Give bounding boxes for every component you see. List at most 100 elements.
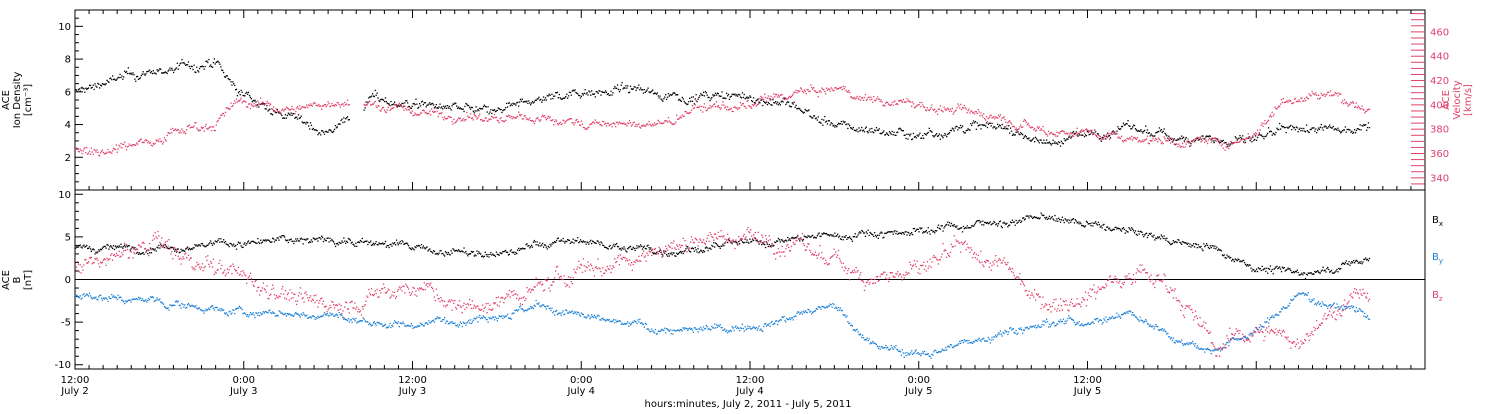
velocity-series-point bbox=[523, 118, 524, 119]
density-series-point bbox=[530, 104, 531, 105]
density-series-point bbox=[929, 128, 930, 129]
velocity-series-point bbox=[710, 107, 711, 108]
velocity-series-point bbox=[1184, 141, 1185, 142]
bx-series-point bbox=[376, 241, 377, 242]
bx-series-point bbox=[1046, 217, 1047, 218]
density-series-point bbox=[509, 102, 510, 103]
velocity-series-point bbox=[986, 116, 987, 117]
by-series-point bbox=[672, 333, 673, 334]
density-series-point bbox=[510, 105, 511, 106]
velocity-series-point bbox=[215, 130, 216, 131]
velocity-series-point bbox=[77, 148, 78, 149]
density-series-point bbox=[744, 94, 745, 95]
velocity-series-point bbox=[172, 128, 173, 129]
velocity-series-point bbox=[813, 87, 814, 88]
density-series-point bbox=[298, 114, 299, 115]
by-series-point bbox=[300, 317, 301, 318]
velocity-series-point bbox=[1051, 132, 1052, 133]
velocity-series-point bbox=[437, 111, 438, 112]
density-series-point bbox=[915, 136, 916, 137]
bx-series-point bbox=[1064, 222, 1065, 223]
density-series-point bbox=[1035, 137, 1036, 138]
density-series-point bbox=[716, 94, 717, 95]
density-series-point bbox=[885, 134, 886, 135]
density-series-point bbox=[689, 98, 690, 99]
velocity-series-point bbox=[1271, 116, 1272, 117]
velocity-series-point bbox=[678, 119, 679, 120]
density-series-point bbox=[1041, 140, 1042, 141]
bx-series-point bbox=[685, 248, 686, 249]
bx-series-point bbox=[644, 246, 645, 247]
bx-series-point bbox=[591, 243, 592, 244]
density-series-point bbox=[1274, 134, 1275, 135]
density-series-point bbox=[626, 87, 627, 88]
density-series-point bbox=[236, 89, 237, 90]
bx-series-point bbox=[280, 237, 281, 238]
density-series-point bbox=[188, 61, 189, 62]
by-series-point bbox=[597, 316, 598, 317]
velocity-series-point bbox=[555, 119, 556, 120]
velocity-series-point bbox=[537, 117, 538, 118]
density-series-point bbox=[916, 137, 917, 138]
density-series-point bbox=[932, 135, 933, 136]
velocity-series-point bbox=[83, 148, 84, 149]
density-series-point bbox=[992, 127, 993, 128]
bx-series-point bbox=[611, 247, 612, 248]
bx-series-point bbox=[1337, 271, 1338, 272]
bx-series-point bbox=[938, 225, 939, 226]
bottom-left-tick-label: 10 bbox=[58, 190, 71, 201]
by-series-point bbox=[112, 297, 113, 298]
velocity-series-point bbox=[349, 104, 350, 105]
velocity-series-point bbox=[275, 111, 276, 112]
density-series-point bbox=[876, 127, 877, 128]
bx-series-point bbox=[753, 240, 754, 241]
bx-series-point bbox=[1057, 221, 1058, 222]
velocity-series-point bbox=[442, 117, 443, 118]
velocity-series-point bbox=[307, 107, 308, 108]
velocity-series-point bbox=[421, 113, 422, 114]
bx-series-point bbox=[673, 252, 674, 253]
by-series-point bbox=[434, 322, 435, 323]
bx-series-point bbox=[174, 250, 175, 251]
bx-series-point bbox=[1060, 222, 1061, 223]
velocity-series-point bbox=[679, 118, 680, 119]
bx-series-point bbox=[243, 244, 244, 245]
velocity-series-point bbox=[817, 92, 818, 93]
velocity-series-point bbox=[473, 119, 474, 120]
density-series-point bbox=[297, 119, 298, 120]
by-series-point bbox=[85, 295, 86, 296]
velocity-series-point bbox=[281, 110, 282, 111]
by-series-point bbox=[131, 302, 132, 303]
velocity-series-point bbox=[657, 123, 658, 124]
bx-series-point bbox=[317, 240, 318, 241]
bx-series-point bbox=[1097, 224, 1098, 225]
density-series-point bbox=[1280, 128, 1281, 129]
bx-series-point bbox=[1210, 245, 1211, 246]
velocity-series-point bbox=[714, 103, 715, 104]
density-series-point bbox=[1046, 139, 1047, 140]
bx-series-point bbox=[1028, 217, 1029, 218]
bx-series-point bbox=[1364, 259, 1365, 260]
velocity-series-point bbox=[963, 107, 964, 108]
velocity-series-point bbox=[147, 142, 148, 143]
by-series-point bbox=[581, 313, 582, 314]
by-series-point bbox=[699, 329, 700, 330]
density-series-point bbox=[1255, 135, 1256, 136]
velocity-series-point bbox=[424, 110, 425, 111]
velocity-series-point bbox=[707, 109, 708, 110]
by-series-point bbox=[381, 324, 382, 325]
bx-series-point bbox=[1043, 215, 1044, 216]
bx-series-point bbox=[864, 232, 865, 233]
velocity-series-point bbox=[373, 104, 374, 105]
velocity-series-point bbox=[1317, 98, 1318, 99]
bx-series-point bbox=[1151, 233, 1152, 234]
velocity-series-point bbox=[512, 118, 513, 119]
bx-series-point bbox=[616, 243, 617, 244]
velocity-series-point bbox=[869, 97, 870, 98]
velocity-series-point bbox=[571, 118, 572, 119]
bx-series-point bbox=[531, 245, 532, 246]
velocity-series-point bbox=[189, 125, 190, 126]
by-series-point bbox=[707, 326, 708, 327]
density-series-point bbox=[971, 125, 972, 126]
bx-series-point bbox=[1016, 220, 1017, 221]
